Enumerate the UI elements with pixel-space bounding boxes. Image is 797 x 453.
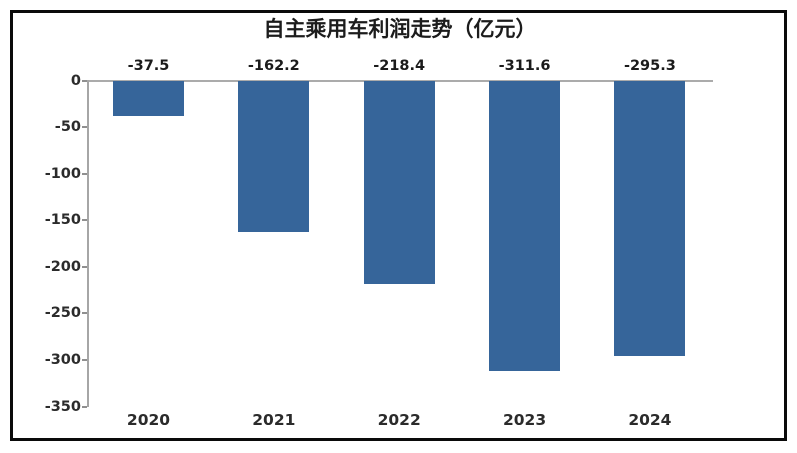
x-tick-label: 2024 [628, 411, 672, 429]
y-axis-line [87, 80, 89, 407]
y-tick-label: -200 [44, 258, 81, 275]
y-tick-mark [82, 219, 87, 222]
y-tick-label: -250 [44, 305, 81, 322]
y-tick-label: -350 [44, 398, 81, 415]
bar-2024 [614, 81, 686, 357]
x-tick-label: 2020 [126, 411, 171, 429]
y-tick-mark [82, 358, 87, 361]
x-tick-label: 2022 [377, 411, 421, 429]
y-tick-mark [82, 312, 87, 315]
bar-2023 [489, 81, 561, 372]
x-tick-label: 2021 [252, 411, 296, 429]
y-tick-mark [82, 405, 87, 408]
y-tick-mark [82, 79, 87, 82]
chart-title: 自主乘用车利润走势（亿元） [263, 17, 537, 41]
bar-2021 [238, 81, 310, 233]
bar-2022 [363, 81, 435, 285]
value-label: -37.5 [127, 58, 170, 74]
y-tick-label: -50 [54, 119, 81, 136]
value-label: -295.3 [623, 58, 676, 74]
value-label: -218.4 [373, 58, 426, 74]
x-tick-label: 2023 [502, 411, 547, 429]
y-tick-label: -100 [44, 165, 81, 182]
value-label: -162.2 [247, 58, 300, 74]
y-tick-label: 0 [70, 72, 81, 89]
value-label: -311.6 [498, 58, 551, 74]
y-tick-mark [82, 126, 87, 129]
y-tick-label: -150 [44, 212, 81, 229]
y-tick-label: -300 [44, 351, 81, 368]
y-tick-mark [82, 265, 87, 268]
bar-2020 [113, 81, 184, 116]
y-tick-mark [82, 172, 87, 175]
